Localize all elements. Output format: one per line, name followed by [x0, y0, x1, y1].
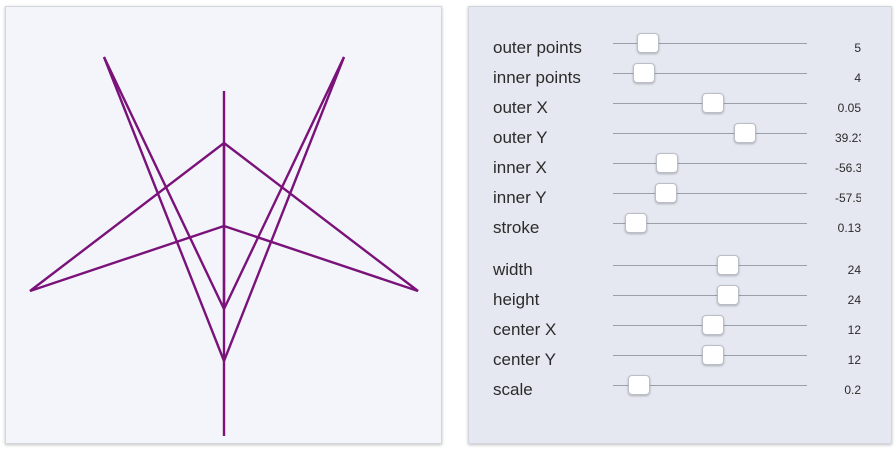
- control-row-outer-points: outer points 5: [469, 33, 893, 63]
- scale-slider[interactable]: [613, 375, 807, 395]
- center-x-value: 12: [847, 323, 861, 337]
- outer-points-value: 5: [854, 41, 861, 55]
- star-preview: [29, 56, 419, 436]
- outer-y-label: outer Y: [493, 128, 548, 147]
- outer-y-slider-thumb[interactable]: [734, 123, 757, 143]
- outer-points-slider-thumb[interactable]: [636, 33, 659, 53]
- inner-y-value: -57.52: [835, 191, 861, 205]
- center-y-slider-thumb[interactable]: [702, 345, 724, 365]
- control-row-width: width 24: [469, 255, 893, 285]
- scale-slider-thumb[interactable]: [628, 375, 651, 395]
- height-slider[interactable]: [613, 285, 807, 305]
- inner-x-value: -56.34: [835, 161, 861, 175]
- center-x-label: center X: [493, 320, 557, 339]
- control-row-inner-points: inner points 4: [469, 63, 893, 93]
- width-slider-thumb[interactable]: [716, 255, 739, 275]
- outer-y-slider[interactable]: [613, 123, 807, 143]
- center-x-slider[interactable]: [613, 315, 807, 335]
- controls-panel: outer points 5 inner points 4 outer X 0.…: [468, 6, 892, 444]
- inner-points-label: inner points: [493, 68, 581, 87]
- inner-y-slider-thumb[interactable]: [654, 183, 677, 203]
- inner-x-label: inner X: [493, 158, 547, 177]
- control-row-center-y: center Y 12: [469, 345, 893, 375]
- inner-y-label: inner Y: [493, 188, 547, 207]
- width-label: width: [493, 260, 533, 279]
- control-row-center-x: center X 12: [469, 315, 893, 345]
- outer-x-slider-thumb[interactable]: [702, 93, 725, 113]
- height-label: height: [493, 290, 540, 309]
- control-row-scale: scale 0.2: [469, 375, 893, 405]
- control-row-inner-x: inner X -56.34: [469, 153, 893, 183]
- control-row-outer-y: outer Y 39.23: [469, 123, 893, 153]
- stroke-value: 0.13: [837, 221, 861, 235]
- width-value: 24: [847, 263, 861, 277]
- stroke-slider[interactable]: [613, 213, 807, 233]
- control-row-inner-y: inner Y -57.52: [469, 183, 893, 213]
- star-right-spike: [222, 56, 346, 310]
- star-shape: [29, 56, 419, 436]
- center-x-slider-thumb[interactable]: [702, 315, 724, 335]
- height-value: 24: [847, 293, 861, 307]
- outer-y-value: 39.23: [835, 131, 861, 145]
- outer-x-value: 0.05: [837, 101, 861, 115]
- width-slider[interactable]: [613, 255, 807, 275]
- height-slider-thumb[interactable]: [716, 285, 739, 305]
- inner-points-slider-thumb[interactable]: [632, 63, 655, 83]
- preview-canvas: [5, 6, 442, 444]
- inner-x-slider-thumb[interactable]: [655, 153, 678, 173]
- stroke-slider-thumb[interactable]: [625, 213, 648, 233]
- stroke-label: stroke: [493, 218, 540, 237]
- control-row-outer-x: outer X 0.05: [469, 93, 893, 123]
- outer-points-label: outer points: [493, 38, 582, 57]
- control-row-stroke: stroke 0.13: [469, 213, 893, 243]
- outer-x-slider[interactable]: [613, 93, 807, 113]
- center-y-slider[interactable]: [613, 345, 807, 365]
- inner-x-slider[interactable]: [613, 153, 807, 173]
- outer-x-label: outer X: [493, 98, 548, 117]
- center-y-value: 12: [847, 353, 861, 367]
- scale-value: 0.2: [844, 383, 861, 397]
- inner-points-slider[interactable]: [613, 63, 807, 83]
- outer-points-slider[interactable]: [613, 33, 807, 53]
- inner-points-value: 4: [854, 71, 861, 85]
- scale-label: scale: [493, 380, 533, 399]
- inner-y-slider[interactable]: [613, 183, 807, 203]
- center-y-label: center Y: [493, 350, 557, 369]
- control-row-height: height 24: [469, 285, 893, 315]
- star-left-spike: [102, 56, 226, 310]
